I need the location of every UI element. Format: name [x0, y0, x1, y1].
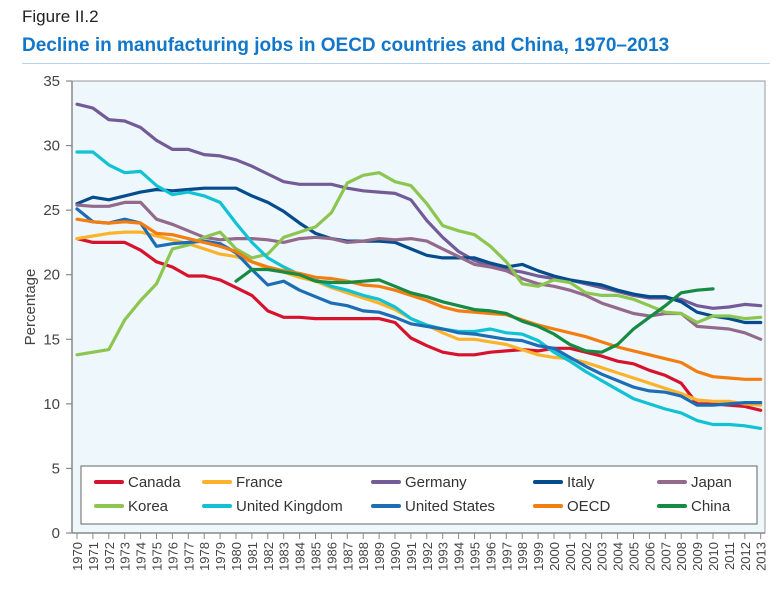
x-tick-label: 2001 [563, 542, 578, 571]
x-tick-label: 2005 [627, 542, 642, 571]
series-line-japan [75, 200, 763, 341]
x-tick-label: 1989 [372, 542, 387, 571]
legend-label: United States [405, 498, 495, 515]
x-tick-label: 1978 [197, 542, 212, 571]
legend-label: Italy [567, 474, 595, 491]
x-tick-label: 1996 [483, 542, 498, 571]
x-tick-label: 1999 [531, 542, 546, 571]
x-tick-label: 2009 [690, 542, 705, 571]
x-tick-label: 2002 [579, 542, 594, 571]
series-line-italy [75, 186, 763, 325]
legend-item: United States [371, 498, 495, 515]
x-tick-label: 1985 [309, 542, 324, 571]
legend-box [80, 465, 758, 525]
x-tick-label: 1993 [436, 542, 451, 571]
x-tick-label: 1984 [293, 542, 308, 571]
x-tick-label: 2006 [642, 542, 657, 571]
y-tick-label: 15 [43, 331, 60, 348]
x-tick-label: 1976 [165, 542, 180, 571]
series-line-oecd [75, 217, 763, 381]
x-axis-ticks: 1970 1971 1972 1973 1974 1975 1976 1977 1978 1979… [70, 533, 769, 571]
y-tick-label: 10 [43, 396, 60, 413]
y-axis-title: Percentage [22, 269, 39, 346]
x-tick-label: 1971 [86, 542, 101, 571]
x-tick-label: 1973 [118, 542, 133, 571]
x-tick-label: 1977 [181, 542, 196, 571]
legend-item: France [202, 474, 283, 491]
x-tick-label: 1982 [261, 542, 276, 571]
legend-label: OECD [567, 498, 611, 515]
x-tick-label: 1975 [150, 542, 165, 571]
x-tick-label: 1992 [420, 542, 435, 571]
series-line-united-kingdom [75, 150, 763, 430]
x-tick-label: 1979 [213, 542, 228, 571]
legend-item: China [657, 498, 731, 515]
x-tick-label: 2008 [674, 542, 689, 571]
series-line-canada [75, 237, 763, 412]
x-tick-label: 2003 [595, 542, 610, 571]
y-tick-label: 30 [43, 138, 60, 155]
x-tick-label: 1998 [515, 542, 530, 571]
y-tick-label: 20 [43, 267, 60, 284]
x-tick-label: 2004 [611, 542, 626, 571]
y-tick-label: 0 [52, 525, 60, 542]
y-tick-label: 5 [52, 460, 60, 477]
series-line-china [234, 267, 715, 354]
x-tick-label: 1980 [229, 542, 244, 571]
legend-item: Korea [94, 498, 169, 515]
y-tick-label: 25 [43, 202, 60, 219]
x-tick-label: 1983 [277, 542, 292, 571]
x-tick-label: 1994 [452, 542, 467, 571]
x-tick-label: 1970 [70, 542, 85, 571]
y-tick-label: 35 [43, 73, 60, 90]
legend-item: Canada [94, 474, 181, 491]
legend-label: China [691, 498, 731, 515]
x-tick-label: 1981 [245, 542, 260, 571]
x-tick-label: 1995 [468, 542, 483, 571]
x-tick-label: 2007 [658, 542, 673, 571]
series-lines [75, 102, 763, 430]
legend: Canada France Germany Italy Japan Korea United… [80, 465, 758, 525]
figure-label: Figure II.2 [22, 7, 99, 26]
legend-label: Canada [128, 474, 181, 491]
legend-item: Germany [371, 474, 467, 491]
x-tick-label: 1990 [388, 542, 403, 571]
legend-label: Germany [405, 474, 467, 491]
x-tick-label: 2011 [722, 542, 737, 570]
legend-item: OECD [533, 498, 611, 515]
legend-label: United Kingdom [236, 498, 343, 515]
legend-label: Japan [691, 474, 732, 491]
x-tick-label: 1974 [134, 542, 149, 571]
x-tick-label: 2010 [706, 542, 721, 571]
x-tick-label: 2012 [738, 542, 753, 571]
x-tick-label: 1986 [324, 542, 339, 571]
series-line-united-states [75, 207, 763, 407]
legend-label: France [236, 474, 283, 491]
legend-item: Japan [657, 474, 732, 491]
y-axis-ticks: 0 5 10 15 20 25 30 35 [43, 73, 72, 542]
x-tick-label: 1991 [404, 542, 419, 571]
x-tick-label: 1997 [499, 542, 514, 571]
x-tick-label: 1972 [102, 542, 117, 571]
x-tick-label: 1988 [356, 542, 371, 571]
x-tick-label: 1987 [340, 542, 355, 571]
x-tick-label: 2013 [754, 542, 769, 571]
figure-title: Decline in manufacturing jobs in OECD co… [22, 35, 670, 56]
title-divider [22, 63, 770, 64]
legend-label: Korea [128, 498, 169, 515]
legend-item: United Kingdom [202, 498, 343, 515]
x-tick-label: 2000 [547, 542, 562, 571]
legend-item: Italy [533, 474, 595, 491]
